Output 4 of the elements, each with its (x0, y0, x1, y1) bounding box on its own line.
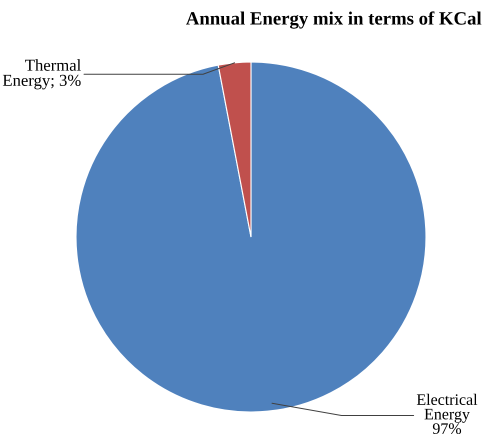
data-label: 97% (432, 423, 462, 434)
slice-label: Thermal Energy; 3% (2, 59, 81, 90)
slice-label: Electrical Energy (416, 394, 478, 423)
chart-title: Annual Energy mix in terms of KCal (186, 11, 482, 29)
